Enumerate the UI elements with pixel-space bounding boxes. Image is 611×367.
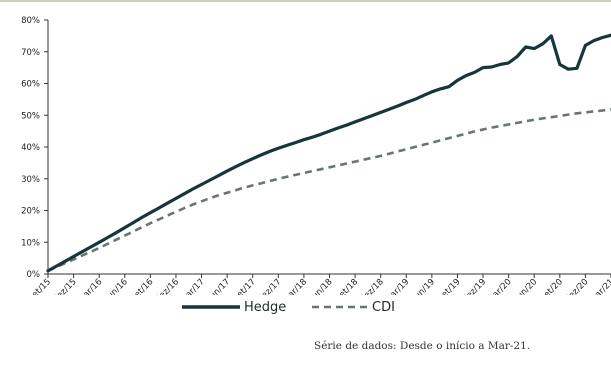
legend: Hedge CDI [182, 296, 422, 318]
x-tick-label: dez/18 [358, 277, 385, 295]
series-lines [46, 33, 611, 273]
x-tick-label: dez/20 [563, 277, 590, 295]
legend-item-cdi: CDI [312, 296, 395, 318]
x-tick-label: mar/19 [383, 277, 412, 295]
x-tick-label: dez/17 [256, 277, 283, 295]
y-tick-label: 60% [21, 80, 40, 90]
legend-swatch-hedge [182, 305, 240, 309]
x-tick-label: dez/16 [154, 277, 181, 295]
y-tick-label: 10% [21, 238, 40, 248]
line-chart: 0% 10% 20% 30% 40% 50% 60% 70% 80% set/15dez/15m… [21, 16, 611, 295]
y-axis: 0% 10% 20% 30% 40% 50% 60% 70% 80% [21, 16, 49, 280]
top-border [0, 0, 611, 2]
y-tick-label: 30% [21, 175, 40, 185]
x-tick-label: set/18 [334, 277, 360, 295]
y-tick-label: 0% [27, 270, 41, 280]
x-tick-label: set/17 [232, 277, 258, 295]
x-tick-label: mar/18 [280, 277, 309, 295]
x-tick-label: set/16 [130, 277, 156, 295]
x-tick-label: dez/19 [461, 277, 488, 295]
x-tick-label: mar/20 [485, 277, 514, 295]
x-tick-label: jun/18 [308, 277, 335, 295]
series-line-hedge [46, 33, 611, 273]
x-tick-label: mar/17 [178, 277, 207, 295]
y-tick-label: 40% [21, 143, 40, 153]
legend-item-hedge: Hedge [182, 296, 286, 318]
legend-label-hedge: Hedge [244, 299, 287, 315]
x-tick-label: set/20 [539, 277, 565, 295]
y-tick-label: 50% [21, 111, 40, 121]
series-line-cdi [47, 108, 611, 272]
x-tick-label: dez/15 [51, 277, 78, 295]
x-tick-label: set/19 [437, 277, 463, 295]
x-tick-label: jun/16 [103, 277, 130, 295]
x-tick-label: jun/20 [513, 277, 540, 295]
x-tick-label: jun/19 [410, 277, 437, 295]
x-tick-label: mar/16 [76, 277, 105, 295]
x-tick-label: jun/17 [206, 277, 233, 295]
y-tick-label: 20% [21, 207, 40, 217]
x-tick-label: mar/21 [587, 277, 611, 295]
legend-swatch-cdi [312, 305, 368, 309]
y-tick-label: 70% [21, 48, 40, 58]
legend-label-cdi: CDI [372, 299, 395, 315]
source-note: Série de dados: Desde o início a Mar-21. [314, 340, 531, 352]
y-tick-label: 80% [21, 16, 40, 26]
